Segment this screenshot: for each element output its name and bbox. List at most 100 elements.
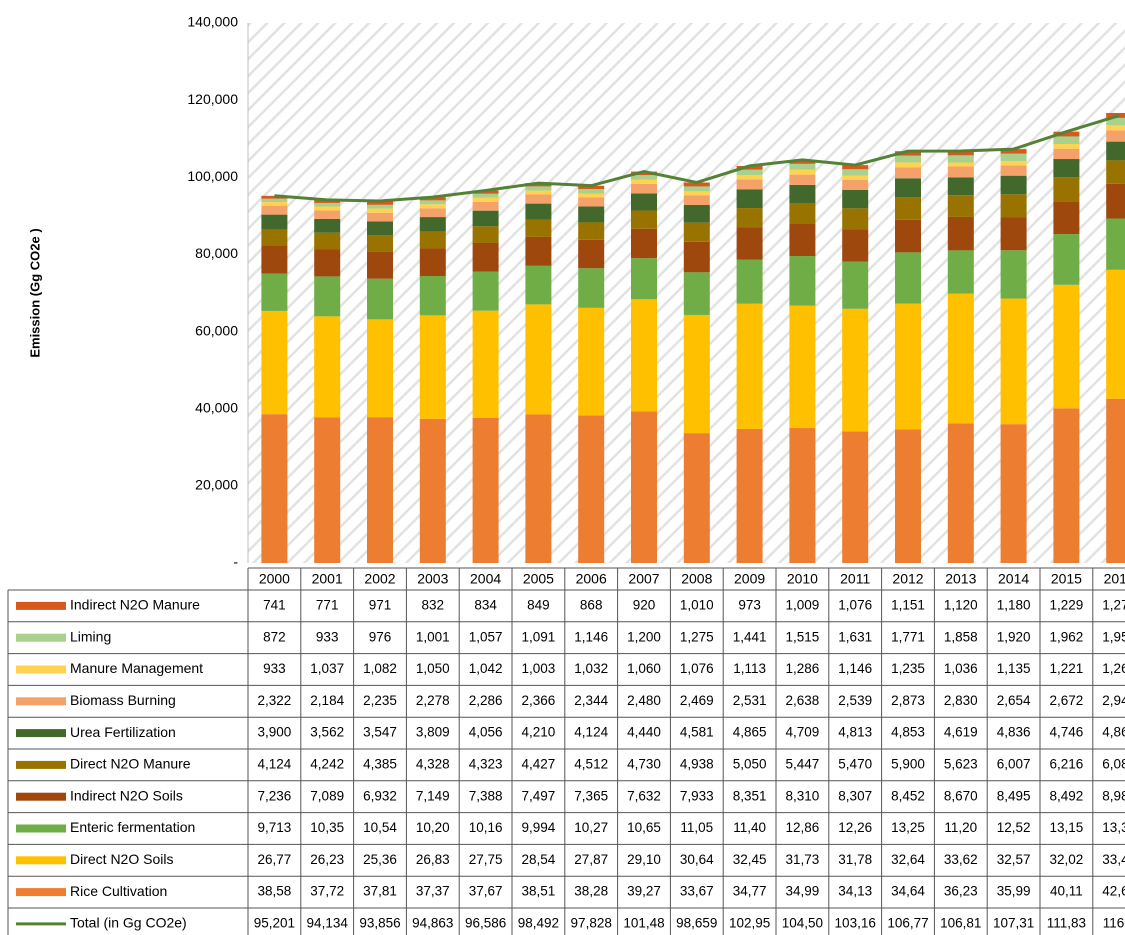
bar: [1106, 160, 1125, 184]
legend-key: [16, 856, 66, 865]
data-label: 98,659: [676, 915, 717, 930]
bar: [525, 219, 552, 237]
bar: [789, 159, 816, 164]
bar: [842, 208, 869, 230]
y-tick-label: -: [233, 554, 238, 570]
data-label: 1,060: [627, 661, 661, 676]
data-label: 1,151: [891, 597, 925, 612]
bar: [1000, 149, 1027, 154]
data-label: 2,286: [469, 693, 503, 708]
data-label: 1,036: [944, 661, 978, 676]
data-label: 13,30: [1102, 820, 1125, 835]
bar: [1106, 218, 1125, 270]
data-label: 8,310: [786, 788, 820, 803]
data-label: 4,512: [574, 756, 608, 771]
data-label: 34,13: [838, 884, 872, 899]
bar: [1000, 217, 1027, 251]
data-label: 2,873: [891, 693, 925, 708]
x-tick-label: 2002: [364, 571, 395, 587]
bar: [578, 415, 605, 563]
bar: [736, 189, 763, 209]
data-label: 11,40: [733, 820, 766, 835]
bar: [789, 256, 816, 306]
data-label: 8,495: [997, 788, 1031, 803]
data-label: 4,865: [733, 725, 767, 740]
bar: [1053, 408, 1080, 563]
bar: [842, 169, 869, 176]
data-label: 4,836: [997, 725, 1031, 740]
legend-label: Urea Fertilization: [70, 724, 176, 740]
bar: [367, 212, 393, 222]
y-tick-label: 80,000: [195, 245, 238, 261]
bar: [842, 431, 869, 563]
bar: [683, 186, 710, 192]
data-label: 103,16: [835, 915, 876, 930]
data-label: 1,235: [891, 661, 925, 676]
data-label: 10,54: [363, 820, 397, 835]
x-tick-label: 2007: [628, 571, 659, 587]
bar: [683, 191, 710, 196]
bar: [367, 235, 393, 252]
x-tick-label: 2015: [1051, 571, 1082, 587]
data-label: 30,64: [680, 852, 714, 867]
bar: [895, 303, 921, 430]
legend-label: Indirect N2O Manure: [70, 597, 200, 613]
bar: [736, 227, 763, 260]
data-label: 4,427: [522, 756, 556, 771]
bar: [314, 218, 341, 233]
bar: [314, 199, 341, 203]
bar: [683, 433, 710, 563]
bar: [683, 182, 710, 187]
data-label: 1,009: [786, 597, 820, 612]
data-label: 34,99: [786, 884, 820, 899]
data-label: 4,056: [469, 725, 503, 740]
bar: [1053, 234, 1080, 285]
data-label: 3,809: [416, 725, 450, 740]
bar: [367, 319, 393, 418]
data-label: 1,076: [680, 661, 714, 676]
legend-key: [16, 601, 66, 610]
data-label: 28,54: [522, 852, 556, 867]
x-tick-label: 2011: [840, 571, 870, 587]
bar: [1000, 298, 1027, 425]
data-label: 12,86: [786, 820, 820, 835]
data-label: 1,229: [1050, 597, 1084, 612]
data-label: 98,492: [518, 915, 559, 930]
bar: [525, 203, 552, 220]
bar: [842, 261, 869, 309]
bar: [367, 251, 393, 279]
bar: [683, 195, 710, 206]
data-label: 971: [369, 597, 392, 612]
bar: [631, 299, 657, 412]
data-label: 1,274: [1102, 597, 1125, 612]
data-label: 1,001: [416, 629, 450, 644]
legend-key: [16, 824, 66, 833]
bar: [314, 206, 341, 211]
data-label: 25,36: [363, 852, 397, 867]
data-label: 1,275: [680, 629, 714, 644]
bar: [578, 307, 605, 416]
x-tick-label: 2005: [523, 571, 554, 587]
bar: [578, 197, 605, 207]
data-label: 31,78: [838, 852, 872, 867]
legend-label: Indirect N2O Soils: [70, 787, 183, 803]
bar: [789, 223, 816, 257]
bar: [895, 178, 921, 198]
x-tick-label: 2010: [787, 571, 818, 587]
bar: [947, 195, 974, 217]
data-label: 2,344: [574, 693, 608, 708]
data-label: 4,323: [469, 756, 503, 771]
data-label: 96,586: [465, 915, 506, 930]
legend-key: [16, 760, 66, 769]
bar: [1000, 161, 1027, 166]
data-label: 1,260: [1102, 661, 1125, 676]
bar: [736, 165, 763, 170]
data-label: 2,654: [997, 693, 1031, 708]
data-label: 38,28: [574, 884, 608, 899]
y-tick-label: 20,000: [195, 477, 238, 493]
x-tick-label: 2009: [734, 571, 765, 587]
data-label: 4,242: [310, 756, 344, 771]
bar: [736, 303, 763, 429]
data-label: 8,452: [891, 788, 925, 803]
bar: [895, 197, 921, 220]
